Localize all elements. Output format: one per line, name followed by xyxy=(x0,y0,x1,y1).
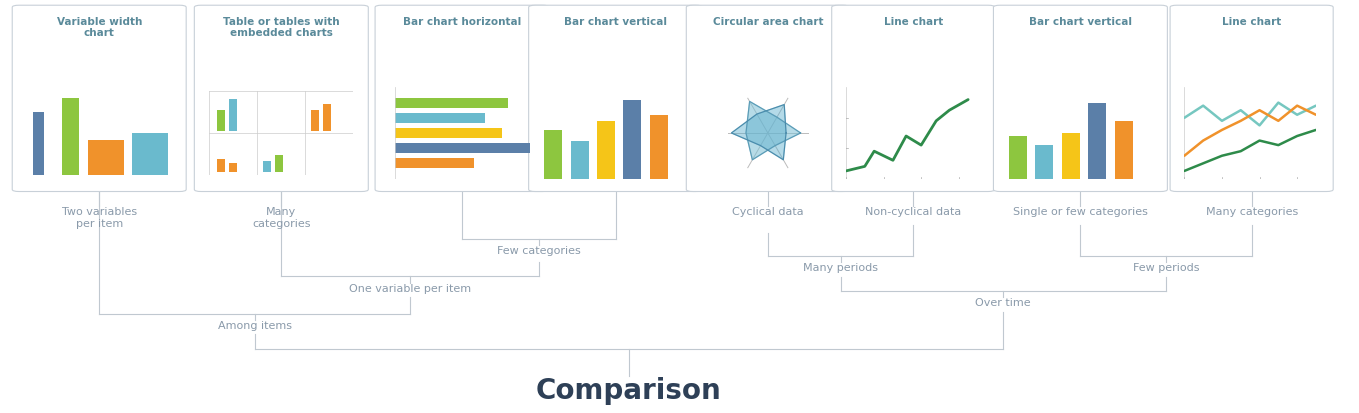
FancyBboxPatch shape xyxy=(1170,6,1333,192)
Bar xyxy=(88,140,125,176)
Text: Bar chart horizontal: Bar chart horizontal xyxy=(402,17,522,26)
Bar xyxy=(217,111,226,132)
Bar xyxy=(394,159,474,169)
Text: Single or few categories: Single or few categories xyxy=(1012,206,1148,216)
Text: Many categories: Many categories xyxy=(1205,206,1298,216)
Text: Two variables
per item: Two variables per item xyxy=(61,206,137,228)
Bar xyxy=(394,114,485,123)
Text: Table or tables with
embedded charts: Table or tables with embedded charts xyxy=(223,17,340,38)
Bar xyxy=(394,129,501,139)
Text: One variable per item: One variable per item xyxy=(349,283,472,293)
Bar xyxy=(311,111,319,132)
Bar xyxy=(230,164,238,172)
FancyBboxPatch shape xyxy=(529,6,703,192)
Bar xyxy=(323,104,332,132)
Bar xyxy=(217,160,226,172)
Text: Non-cyclical data: Non-cyclical data xyxy=(866,206,961,216)
FancyBboxPatch shape xyxy=(194,6,368,192)
Polygon shape xyxy=(746,102,800,160)
Bar xyxy=(624,100,641,179)
Bar xyxy=(275,156,283,172)
Bar xyxy=(650,116,667,179)
Bar xyxy=(1114,121,1132,179)
Bar xyxy=(1089,103,1106,179)
Bar xyxy=(1036,146,1053,179)
Bar xyxy=(394,144,530,154)
Bar xyxy=(132,134,167,176)
Text: Few categories: Few categories xyxy=(497,246,580,256)
FancyBboxPatch shape xyxy=(375,6,549,192)
Text: Bar chart vertical: Bar chart vertical xyxy=(1029,17,1132,26)
Polygon shape xyxy=(731,105,786,160)
Text: Many periods: Many periods xyxy=(803,262,878,272)
Bar xyxy=(61,99,79,176)
Bar xyxy=(1008,137,1027,179)
Text: Few periods: Few periods xyxy=(1133,262,1199,272)
FancyBboxPatch shape xyxy=(12,6,186,192)
Text: Bar chart vertical: Bar chart vertical xyxy=(564,17,667,26)
Bar xyxy=(1061,134,1080,179)
FancyBboxPatch shape xyxy=(832,6,995,192)
Text: Among items: Among items xyxy=(217,320,292,330)
Bar xyxy=(544,131,563,179)
FancyBboxPatch shape xyxy=(686,6,849,192)
Bar xyxy=(597,121,616,179)
Text: Many
categories: Many categories xyxy=(251,206,311,228)
Text: Variable width
chart: Variable width chart xyxy=(57,17,141,38)
Bar xyxy=(394,98,508,108)
Bar xyxy=(33,113,45,176)
Bar xyxy=(230,100,238,132)
Text: Comparison: Comparison xyxy=(535,376,722,404)
Text: Line chart: Line chart xyxy=(1222,17,1282,26)
Text: Line chart: Line chart xyxy=(883,17,943,26)
Text: Over time: Over time xyxy=(976,297,1031,307)
Bar xyxy=(262,162,270,172)
Bar xyxy=(571,141,588,179)
Text: Circular area chart: Circular area chart xyxy=(712,17,824,26)
FancyBboxPatch shape xyxy=(993,6,1167,192)
Text: Cyclical data: Cyclical data xyxy=(733,206,803,216)
